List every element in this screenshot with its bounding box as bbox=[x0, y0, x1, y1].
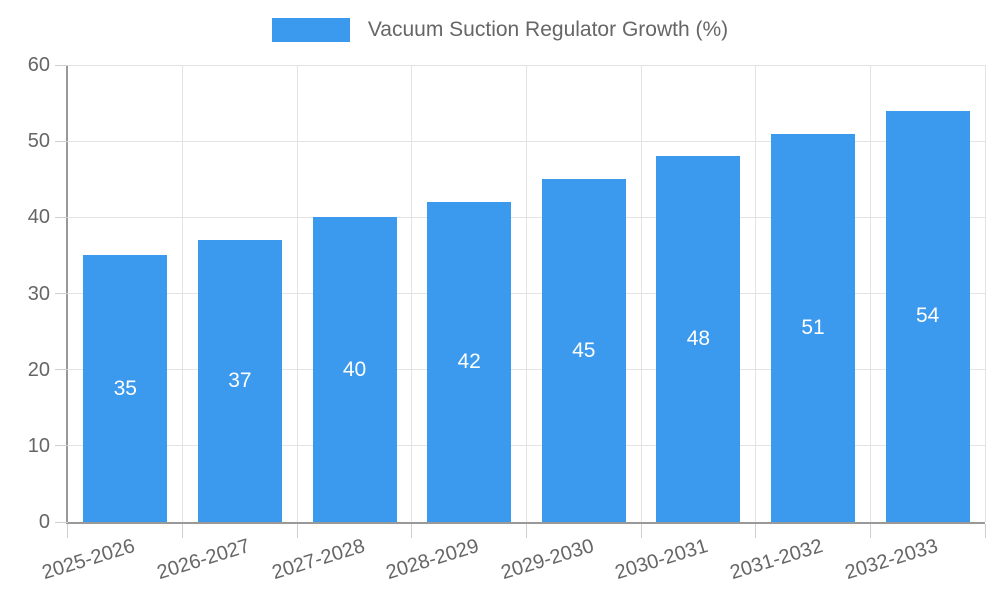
bar-value-label: 51 bbox=[801, 315, 825, 339]
y-tick bbox=[55, 445, 68, 447]
x-tick-label: 2031-2032 bbox=[727, 535, 826, 585]
x-tick-label: 2030-2031 bbox=[612, 535, 711, 585]
bar-value-label: 37 bbox=[228, 369, 252, 393]
x-tick bbox=[640, 524, 642, 538]
plot-area: 0 10 20 30 40 50 60 35 2025-2026 37 2026-2027 40 202… bbox=[28, 55, 986, 584]
bar-value-label: 42 bbox=[457, 350, 481, 374]
x-tick-label: 2028-2029 bbox=[383, 535, 482, 585]
x-tick bbox=[182, 524, 184, 538]
y-tick bbox=[55, 521, 68, 523]
bar-value-label: 48 bbox=[686, 327, 711, 351]
bar bbox=[197, 240, 282, 522]
y-axis-line bbox=[66, 65, 68, 524]
y-tick bbox=[55, 64, 68, 66]
y-tick bbox=[55, 216, 68, 218]
x-gridline bbox=[182, 65, 184, 522]
y-tick-label: 10 bbox=[27, 434, 50, 457]
bar bbox=[312, 217, 397, 522]
x-tick bbox=[755, 524, 757, 538]
y-tick-label: 40 bbox=[27, 206, 50, 229]
legend-label: Vacuum Suction Regulator Growth (%) bbox=[367, 18, 729, 41]
y-tick-label: 20 bbox=[27, 358, 50, 381]
bar-value-label: 45 bbox=[572, 338, 596, 362]
x-tick bbox=[67, 524, 68, 538]
y-tick-label: 0 bbox=[38, 511, 50, 533]
x-tick-label: 2029-2030 bbox=[498, 535, 597, 585]
x-gridline bbox=[755, 65, 757, 522]
x-tick bbox=[411, 524, 413, 538]
bar bbox=[427, 202, 512, 522]
bar-value-label: 40 bbox=[342, 357, 367, 381]
legend-swatch bbox=[271, 18, 350, 42]
y-tick-label: 50 bbox=[27, 130, 50, 153]
x-gridline bbox=[411, 65, 413, 522]
x-axis-line bbox=[66, 522, 985, 524]
bar bbox=[771, 133, 856, 522]
x-tick-label: 2025-2026 bbox=[39, 535, 138, 585]
x-tick-label: 2032-2033 bbox=[842, 535, 941, 585]
y-tick bbox=[55, 369, 68, 371]
x-tick bbox=[296, 524, 298, 538]
x-gridline bbox=[869, 65, 871, 522]
legend: Vacuum Suction Regulator Growth (%) bbox=[0, 18, 1000, 42]
x-tick bbox=[869, 524, 871, 538]
y-tick bbox=[55, 293, 68, 294]
bar bbox=[656, 156, 741, 522]
x-gridline bbox=[984, 65, 986, 522]
bar bbox=[541, 179, 626, 522]
x-tick-label: 2027-2028 bbox=[269, 535, 367, 585]
y-tick-label: 30 bbox=[27, 282, 50, 305]
bar bbox=[83, 255, 168, 522]
y-tick bbox=[55, 140, 68, 142]
bar bbox=[885, 110, 970, 522]
x-gridline bbox=[526, 65, 527, 522]
bar-value-label: 35 bbox=[113, 376, 137, 400]
bar-value-label: 54 bbox=[916, 304, 940, 328]
x-tick bbox=[526, 524, 527, 538]
x-gridline bbox=[296, 65, 298, 522]
x-gridline bbox=[640, 65, 642, 522]
y-tick-label: 60 bbox=[27, 54, 50, 76]
x-tick-label: 2026-2027 bbox=[154, 535, 253, 585]
x-tick bbox=[984, 524, 986, 538]
